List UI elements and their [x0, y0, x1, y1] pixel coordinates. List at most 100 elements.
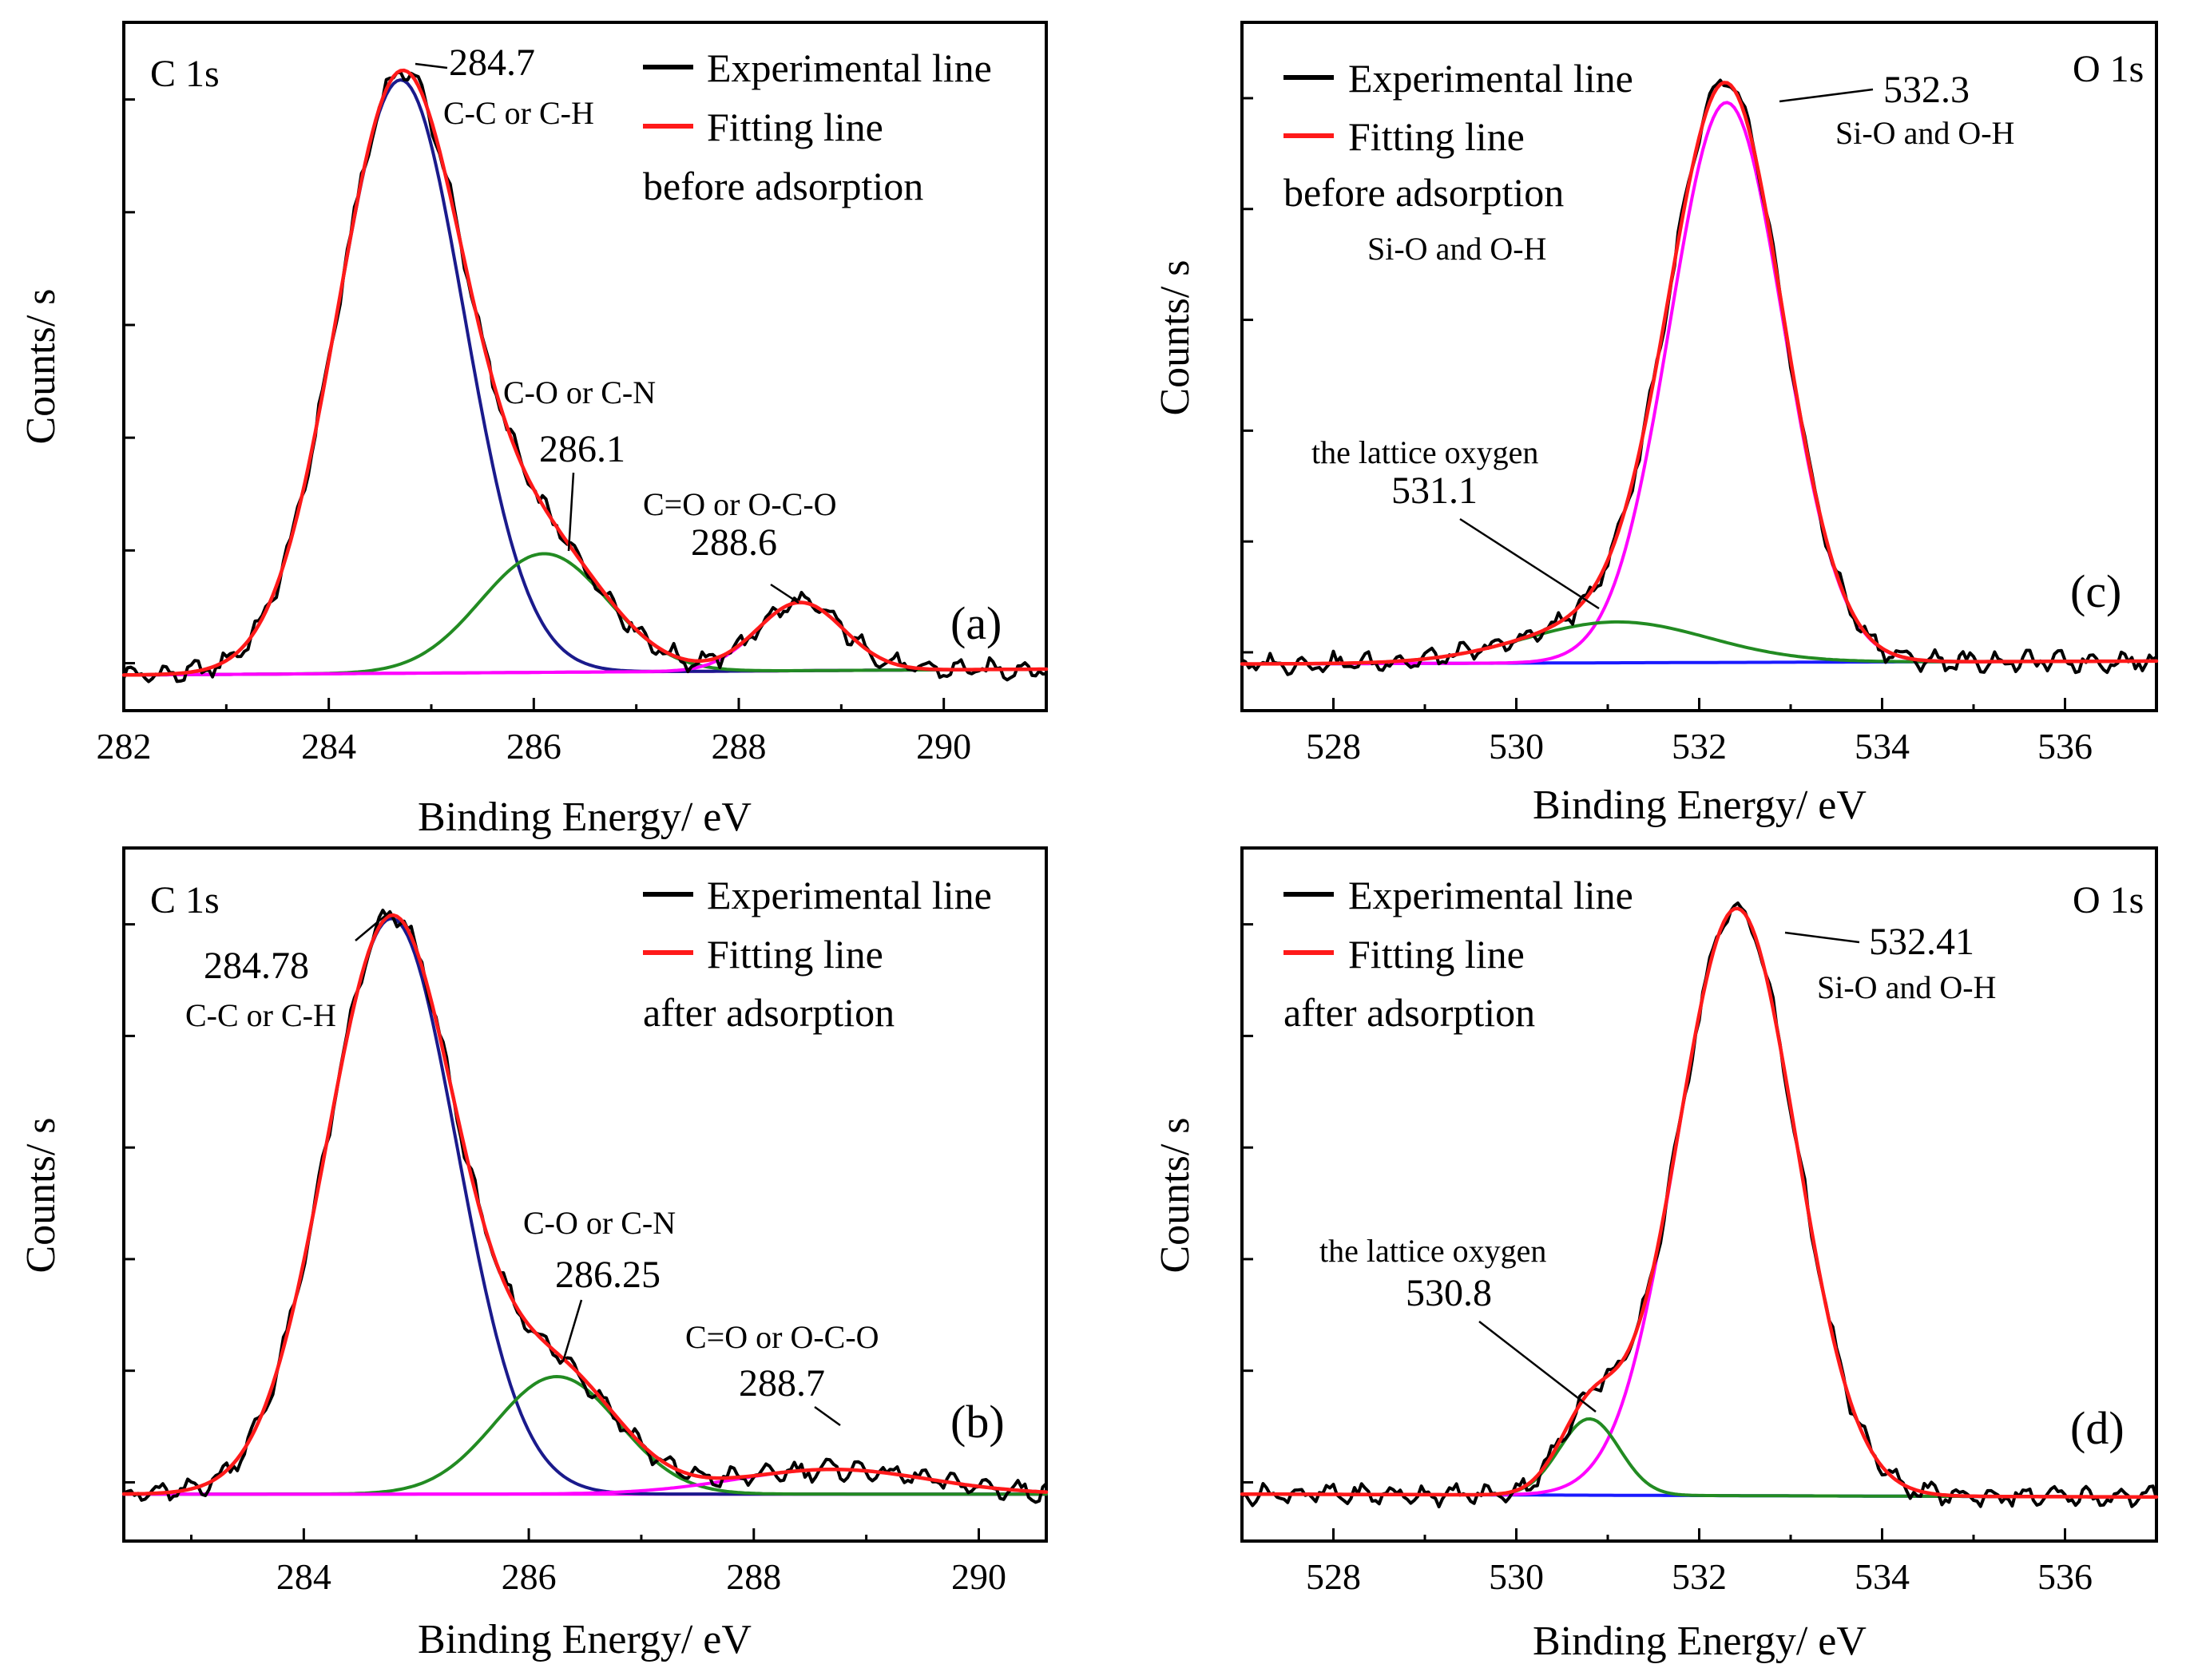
- panel-b-arrow-284-78: [355, 911, 391, 941]
- panel-c-x-tick-label-528: 528: [1306, 726, 1361, 767]
- panel-d-x-tick-label-534: 534: [1855, 1556, 1910, 1597]
- panel-a-arrow-284-7: [415, 62, 448, 69]
- panel-a-x-tick-label-282: 282: [97, 726, 152, 767]
- panel-a-tag: (a): [950, 597, 1002, 649]
- panel-c-arrow-532-3: [1779, 88, 1874, 103]
- panel-c-curves: [1240, 78, 2159, 676]
- panel-c-component-peak-531-1: [1240, 620, 2158, 666]
- panel-d-y-axis-title: Counts/ s: [1153, 1117, 1198, 1273]
- panel-c-peak-label-531-1: 531.1: [1391, 470, 1478, 512]
- panel-d-peak-label-530-8: 530.8: [1406, 1272, 1492, 1314]
- panel-c-species-532-3: Si-O and O-H: [1835, 115, 2014, 151]
- panel-a-y-axis-title: Counts/ s: [18, 288, 64, 444]
- panel-a-core-label: C 1s: [150, 53, 220, 95]
- panel-a-peak-label-286-1: 286.1: [539, 428, 625, 470]
- panel-b-peak-label-288-7: 288.7: [739, 1362, 825, 1405]
- panel-a-ticks: 282 284 286 288 290: [97, 98, 1048, 767]
- panel-b-species-284-78: C-C or C-H: [185, 997, 336, 1033]
- panel-a-arrow-288-6: [770, 583, 799, 604]
- panel-d-fitting-line: [1240, 906, 2159, 1500]
- panel-c-arrow-531-1: [1459, 517, 1600, 610]
- panel-d-tag: (d): [2070, 1402, 2125, 1454]
- panel-d-arrow-530-8: [1478, 1321, 1597, 1413]
- panel-d-legend-note: after adsorption: [1283, 990, 1535, 1035]
- panel-c-x-tick-label-530: 530: [1489, 726, 1544, 767]
- panel-d-x-axis-title: Binding Energy/ eV: [1533, 1619, 1867, 1664]
- panel-b-species-286-25: C-O or C-N: [523, 1205, 676, 1241]
- panel-c-fitting-line: [1240, 81, 2159, 666]
- panel-b-x-tick-label-284: 284: [276, 1556, 331, 1597]
- panel-b-frame: [122, 846, 1048, 1543]
- panel-d-arrow-532-41: [1784, 931, 1860, 944]
- panel-c-o1s-before: 528 530 532 534 536 Experimental line Fittin…: [1153, 21, 2159, 828]
- panel-a-x-tick-label-286: 286: [506, 726, 561, 767]
- panel-a-legend-experimental: Experimental line: [707, 46, 992, 90]
- panel-d-legend-experimental: Experimental line: [1348, 873, 1633, 917]
- panel-d-x-tick-label-536: 536: [2037, 1556, 2093, 1597]
- panel-b-species-288-7: C=O or O-C-O: [685, 1319, 879, 1355]
- panel-d-legend-fitting: Fitting line: [1348, 932, 1525, 977]
- panel-b-c1s-after: 284 286 288 290 C 1s Experimental line Fitt…: [18, 846, 1049, 1662]
- panel-b-peak-label-284-78: 284.78: [204, 945, 309, 987]
- panel-a-x-axis-title: Binding Energy/ eV: [418, 794, 752, 840]
- panel-c-x-axis-title: Binding Energy/ eV: [1533, 783, 1867, 828]
- panel-c-x-tick-label-536: 536: [2037, 726, 2093, 767]
- panel-c-peak-label-532-3: 532.3: [1883, 69, 1970, 111]
- panel-b-x-tick-label-286: 286: [502, 1556, 557, 1597]
- panel-c-legend-extra: Si-O and O-H: [1367, 231, 1546, 267]
- panel-b-tag: (b): [950, 1396, 1005, 1448]
- panel-c-core-label: O 1s: [2073, 48, 2144, 90]
- panel-a-x-tick-label-284: 284: [301, 726, 356, 767]
- panel-d-peak-label-532-41: 532.41: [1869, 921, 1974, 963]
- panel-b-legend-note: after adsorption: [643, 990, 895, 1035]
- panel-a-species-286-1: C-O or C-N: [503, 374, 656, 410]
- panel-d-species-530-8: the lattice oxygen: [1319, 1233, 1546, 1269]
- panel-d-component-peak-530-8: [1240, 1417, 2158, 1499]
- panel-b-ticks: 284 286 288 290: [124, 923, 1006, 1597]
- panel-b-fitting-line: [121, 913, 1049, 1496]
- panel-b-x-tick-label-290: 290: [951, 1556, 1006, 1597]
- panel-a-x-tick-label-288: 288: [712, 726, 767, 767]
- panel-a-curves: [121, 68, 1049, 683]
- panel-b-y-axis-title: Counts/ s: [18, 1117, 64, 1273]
- panel-c-legend-fitting: Fitting line: [1348, 114, 1525, 159]
- panel-a-x-tick-label-290: 290: [916, 726, 971, 767]
- panel-c-legend-note: before adsorption: [1283, 170, 1564, 215]
- panel-c-legend-experimental: Experimental line: [1348, 56, 1633, 101]
- panel-a-species-284-7: C-C or C-H: [443, 95, 594, 131]
- panel-a-species-288-6: C=O or O-C-O: [643, 486, 837, 522]
- panel-c-y-axis-title: Counts/ s: [1153, 260, 1198, 415]
- panel-d-curves: [1240, 901, 2159, 1508]
- panel-a-frame: [122, 21, 1048, 712]
- panel-d-x-tick-label-530: 530: [1489, 1556, 1544, 1597]
- panel-a-arrow-286-1: [567, 472, 575, 552]
- panel-a-peak-label-288-6: 288.6: [691, 521, 777, 564]
- panel-a-legend-note: before adsorption: [643, 164, 923, 208]
- panel-b-legend-experimental: Experimental line: [707, 873, 992, 917]
- panel-a-c1s-before: 282 284 286 288 290 C 1s Experimental line F…: [18, 21, 1049, 840]
- panel-d-core-label: O 1s: [2073, 879, 2144, 921]
- panel-a-fitting-line: [121, 68, 1049, 677]
- panel-a-legend-fitting: Fitting line: [707, 105, 883, 149]
- panel-b-x-tick-label-288: 288: [726, 1556, 781, 1597]
- panel-b-legend-fitting: Fitting line: [707, 932, 883, 977]
- panel-d-x-tick-label-532: 532: [1672, 1556, 1727, 1597]
- panel-c-x-tick-label-532: 532: [1672, 726, 1727, 767]
- panel-b-arrow-286-25: [561, 1299, 583, 1362]
- panel-b-core-label: C 1s: [150, 879, 220, 921]
- panel-d-species-532-41: Si-O and O-H: [1817, 969, 1996, 1005]
- panel-a-experimental-line: [122, 70, 1048, 683]
- panel-d-ticks: 528 530 532 534 536: [1240, 923, 2158, 1597]
- panel-c-species-531-1: the lattice oxygen: [1311, 434, 1538, 470]
- panel-b-arrow-288-7: [814, 1405, 841, 1427]
- panel-b-x-axis-title: Binding Energy/ eV: [418, 1617, 752, 1662]
- panel-c-tag: (c): [2070, 565, 2121, 617]
- panel-d-x-tick-label-528: 528: [1306, 1556, 1361, 1597]
- panel-d-o1s-after: 528 530 532 534 536 Experimental line Fittin…: [1153, 846, 2159, 1664]
- panel-c-ticks: 528 530 532 534 536: [1240, 97, 2158, 767]
- panel-a-peak-label-284-7: 284.7: [449, 42, 535, 84]
- panel-c-x-tick-label-534: 534: [1855, 726, 1910, 767]
- panel-b-curves: [121, 909, 1049, 1504]
- panel-b-peak-label-286-25: 286.25: [555, 1254, 661, 1296]
